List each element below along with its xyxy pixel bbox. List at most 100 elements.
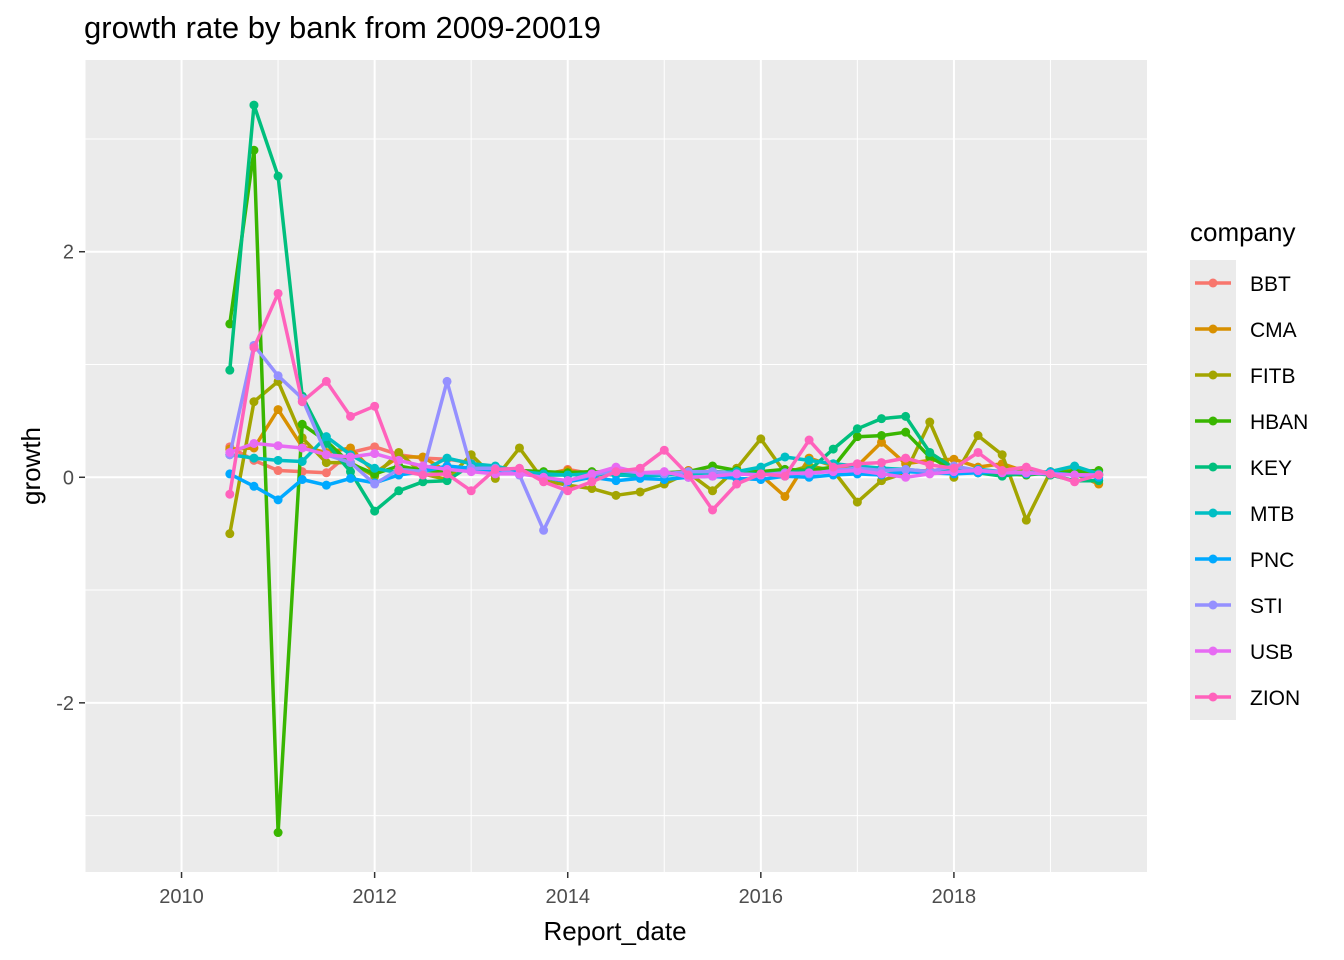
data-point [852,432,862,442]
legend-key-point [1208,508,1218,518]
legend-label: ZION [1250,687,1300,710]
legend-item-bbt: BBT [1190,260,1291,306]
data-point [539,525,549,535]
data-point [321,468,331,478]
data-point [877,414,886,424]
data-point [225,447,235,457]
data-point [442,469,452,479]
data-point [563,486,573,496]
data-point [394,447,404,457]
data-point [297,443,307,453]
data-point [997,466,1007,476]
data-point [225,365,235,375]
minor-gridlines [84,60,1147,872]
data-point [297,456,307,466]
data-point [321,432,331,442]
data-point [804,468,814,478]
legend-item-zion: ZION [1190,674,1300,720]
legend-title: company [1190,217,1296,247]
data-point [683,470,693,480]
data-point [973,466,983,476]
x-axis: 2010 2012 2014 2016 2018 [159,872,976,908]
data-point [346,467,355,477]
data-point [852,497,862,507]
legend-key-point [1208,554,1218,564]
data-point [442,476,452,486]
legend-label: MTB [1250,503,1294,526]
x-axis-title: Report_date [543,916,686,946]
data-point [418,477,428,487]
legend-item-fitb: FITB [1190,352,1296,398]
legend-key-point [1208,324,1218,334]
data-point [249,343,259,353]
data-point [394,486,404,496]
y-axis: -2 0 2 [56,242,85,715]
data-point [249,100,259,110]
data-point [708,471,718,481]
data-point [514,443,524,453]
data-point [877,469,886,479]
data-point [563,476,573,486]
data-point [901,427,911,437]
data-point [852,424,862,434]
legend-key-point [1208,600,1218,610]
legend-key-point [1208,692,1218,702]
data-point [273,455,283,465]
data-point [370,401,380,411]
data-point [611,476,621,486]
data-point [901,464,911,474]
data-point [442,453,452,463]
data-point [659,445,669,455]
data-point [877,437,886,447]
data-point [732,479,742,489]
data-point [828,444,838,454]
x-tick-label: 2012 [352,886,397,908]
data-point [756,462,766,472]
legend-label: CMA [1250,319,1297,342]
legend-item-key: KEY [1190,444,1292,490]
legend-item-mtb: MTB [1190,490,1294,536]
data-point [587,477,597,487]
x-tick-label: 2018 [932,886,977,908]
data-point [466,467,476,477]
data-point [370,442,380,452]
legend-item-pnc: PNC [1190,536,1294,582]
legend: company BBT CMA FITB HBAN KEY MTB PNC STI USB ZIO… [1190,217,1308,720]
legend-label: HBAN [1250,411,1308,434]
series-layer [225,100,1104,838]
data-point [225,529,235,539]
data-point [346,411,355,421]
data-point [1021,462,1031,472]
data-point [273,371,283,381]
data-point [949,463,959,473]
data-point [1070,461,1080,471]
data-point [225,489,235,499]
legend-key-point [1208,646,1218,656]
data-point [1045,469,1055,479]
data-point [1070,477,1080,487]
data-point [949,454,959,464]
data-point [466,486,476,496]
data-point [418,461,428,471]
data-point [1021,515,1031,525]
data-point [708,486,718,496]
x-tick-label: 2016 [739,886,784,908]
data-point [852,459,862,469]
legend-label: BBT [1250,273,1291,296]
data-point [756,469,766,479]
data-point [370,479,380,489]
data-point [514,463,524,473]
data-point [901,411,911,421]
data-point [925,460,935,470]
legend-item-usb: USB [1190,628,1293,674]
data-point [635,487,645,497]
y-axis-title: growth [16,427,46,505]
data-point [587,484,597,494]
data-point [273,288,283,298]
data-point [297,475,307,485]
data-point [877,431,886,441]
data-point [780,452,790,462]
legend-item-cma: CMA [1190,306,1297,352]
legend-label: PNC [1250,549,1294,572]
data-point [249,481,259,491]
